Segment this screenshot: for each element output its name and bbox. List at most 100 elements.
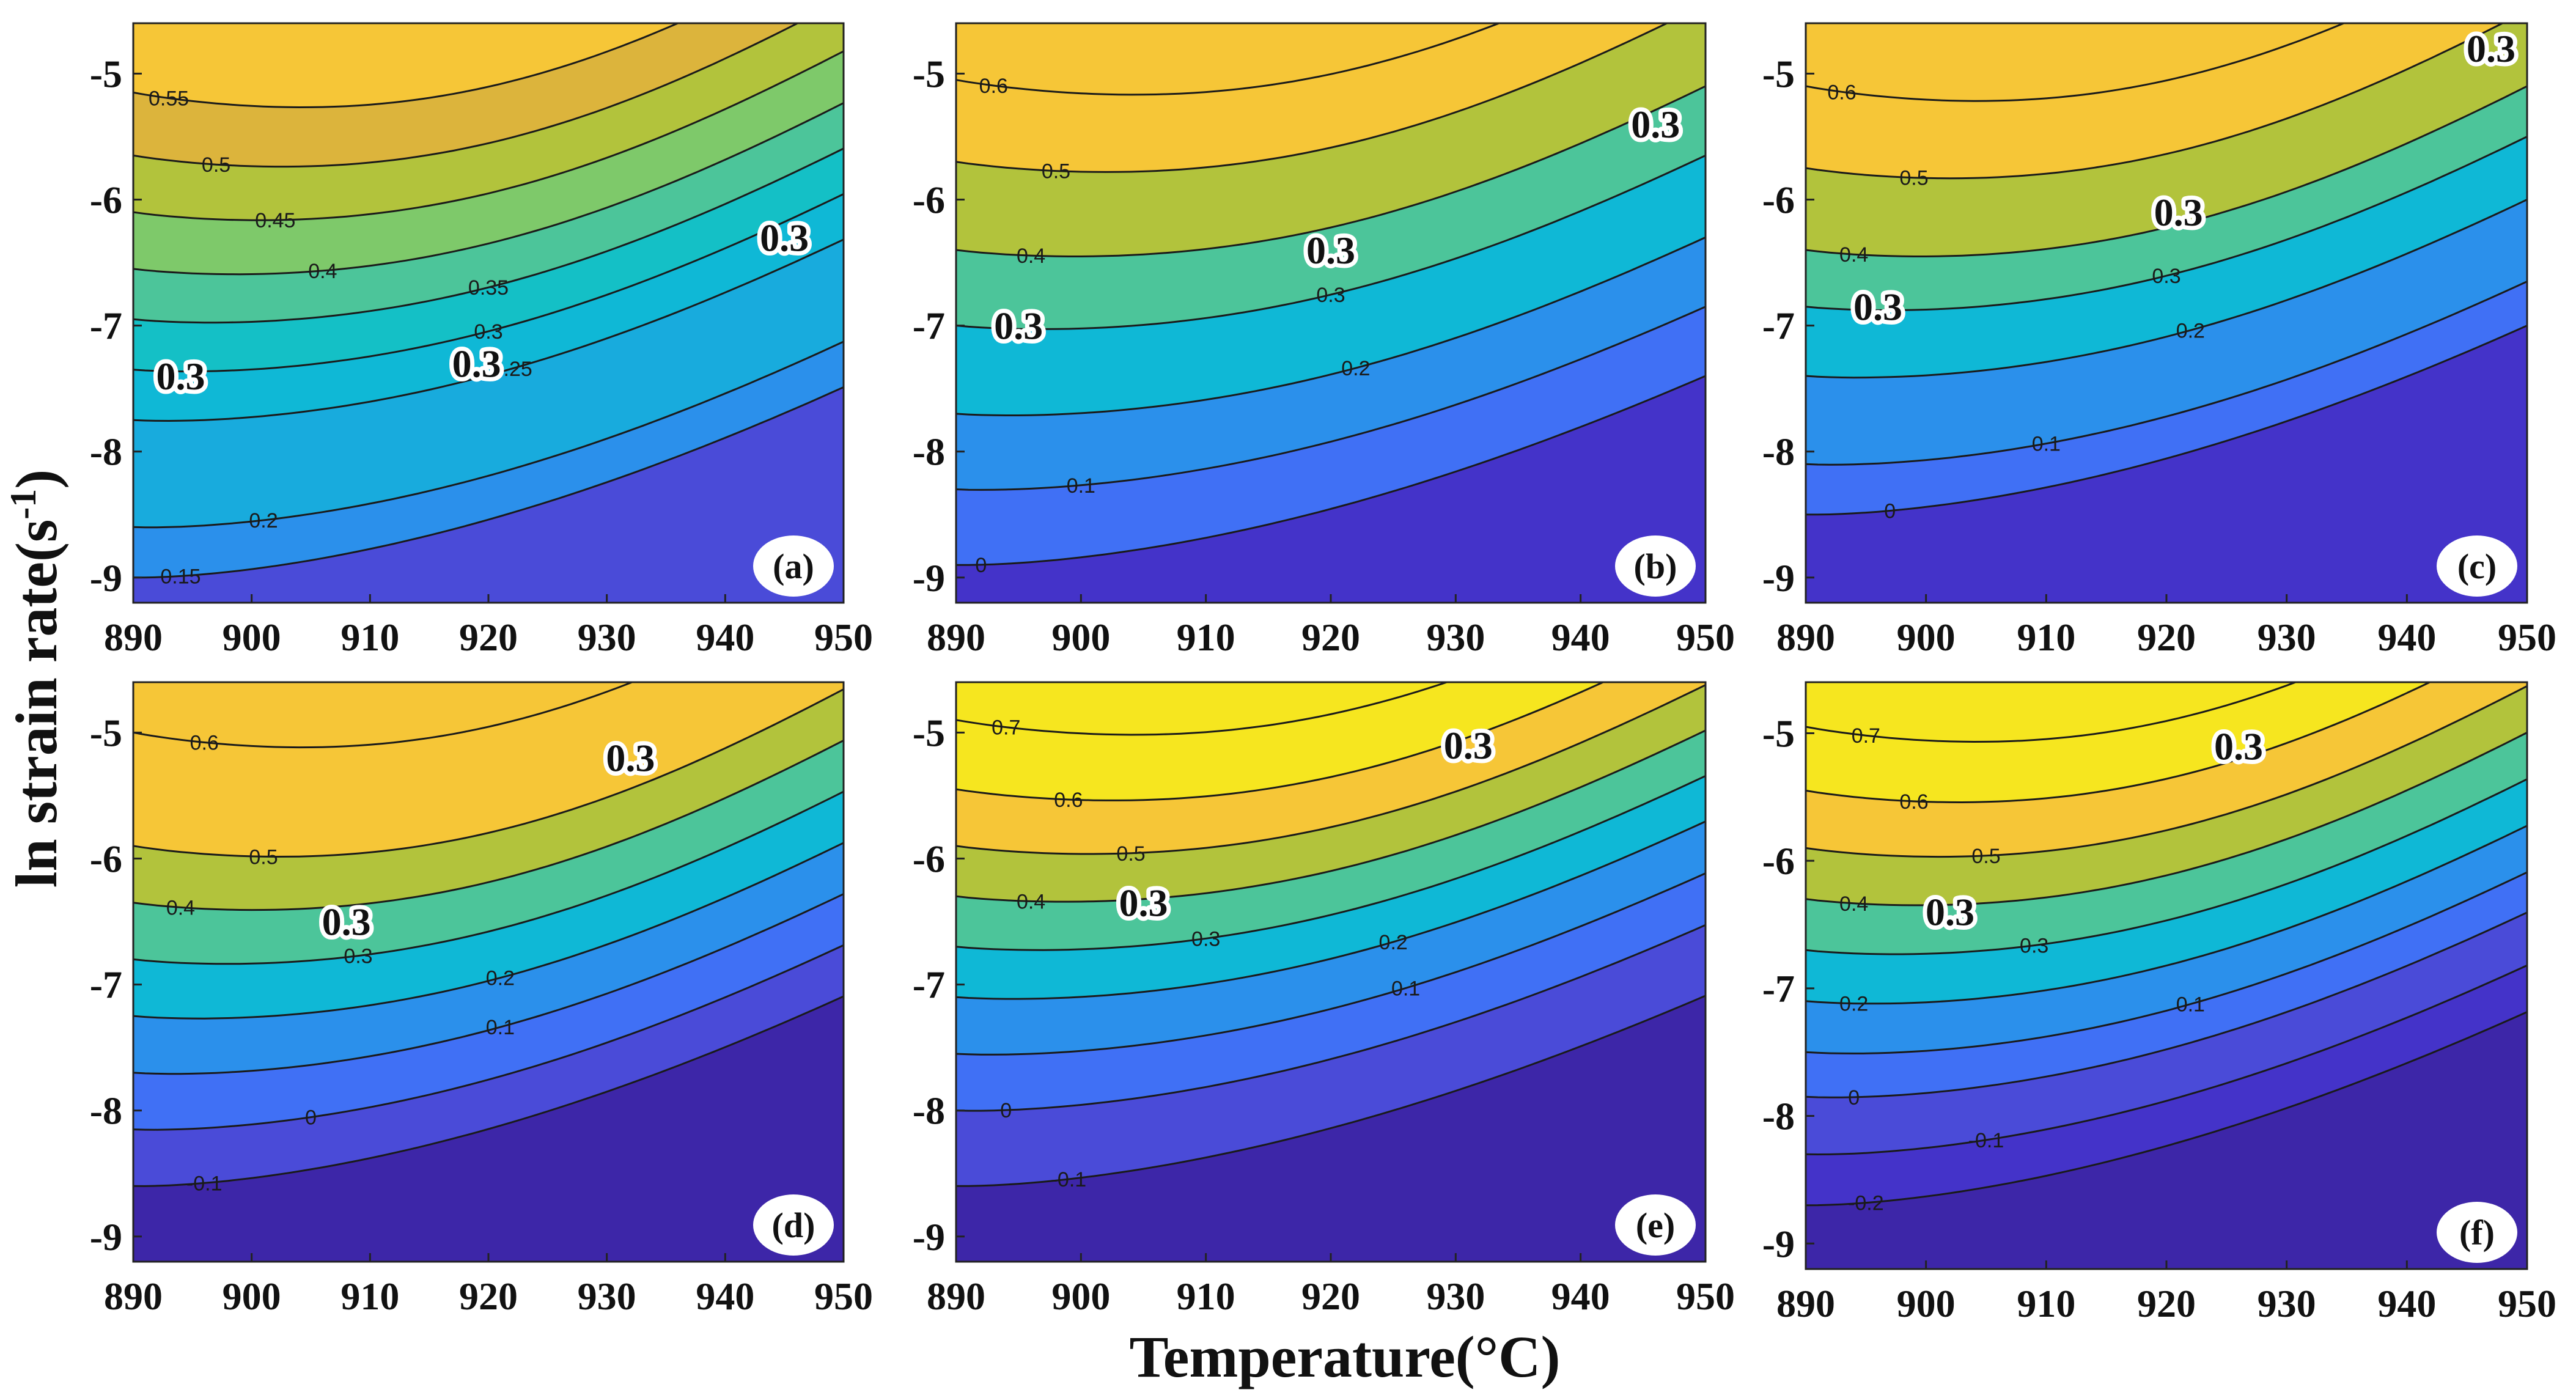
contour-line (956, 684, 1706, 855)
contour-label: 0 (305, 1106, 317, 1130)
panel-d: 0.60.50.40.30.20.10-0.10.30.3(d)890 900 91… (90, 681, 873, 1318)
contour-label: 0 (975, 554, 987, 577)
panels-group: 0.550.50.450.40.350.30.250.20.150.3 0.30.… (90, 22, 2556, 1325)
y-tick-label: -7 (1762, 304, 1795, 348)
y-tick-label: -6 (913, 178, 945, 222)
x-tick-label: 940 (1551, 1275, 1610, 1318)
contour-label-emphasis: 0.3 (452, 342, 501, 385)
contour-label: 0.3 (1191, 927, 1220, 951)
contour-line (956, 23, 1502, 96)
contour-label: 0.4 (1017, 890, 1045, 913)
y-tick-label: -7 (90, 304, 122, 348)
contour-line (133, 995, 844, 1187)
y-tick-label: -9 (913, 556, 945, 600)
contour-fill-group: 0.60.50.40.30.20.10-0.10.30.3 (133, 682, 844, 1262)
panel-c: 0.6 0.5 0.4 0.3 0.2 0.1 0 0.3 0.3 0.3 (c) 890 900 910… (1762, 22, 2556, 659)
contour-label: 0.5 (1116, 842, 1145, 866)
x-axis-title: Temperature(°C) (1130, 1324, 1561, 1389)
x-tick-label: 950 (814, 1275, 873, 1318)
contour-line (956, 995, 1706, 1187)
contour-label-emphasis: 0.3 (2467, 27, 2515, 70)
contour-label: -0.2 (1848, 1192, 1884, 1215)
contour-line (1806, 871, 2527, 1054)
contour-line (133, 688, 844, 858)
contour-label: 0.3 (1316, 284, 1345, 307)
contour-line (133, 50, 844, 221)
contour-line (956, 85, 1706, 257)
contour-label-emphasis: 0.3 (1444, 724, 1493, 767)
contour-label: 0.3 (2152, 265, 2180, 288)
x-tick-label: 930 (578, 1275, 636, 1318)
contour-fill-group: 0.7 0.6 0.5 0.4 0.3 0.2 0.1 0 -0.1 0.3 0.3 (956, 682, 1706, 1262)
y-tick-label: -8 (1762, 430, 1795, 474)
panel-a: 0.550.50.450.40.350.30.250.20.150.3 0.30.… (90, 22, 873, 659)
contour-line (956, 375, 1706, 566)
contour-label: 0 (1848, 1086, 1860, 1109)
contour-label: 0.5 (202, 153, 230, 177)
panel-label-badge (1615, 1194, 1696, 1256)
y-tick-label: -8 (1762, 1095, 1795, 1138)
x-tick-label: 950 (1676, 1275, 1735, 1318)
y-tick-label: -6 (1762, 178, 1795, 222)
contour-line (133, 23, 680, 109)
x-tick-label: 950 (814, 616, 873, 659)
x-tick-label: 900 (223, 616, 281, 659)
y-tick-label: -9 (90, 1215, 122, 1259)
contour-label: 0.4 (166, 896, 195, 919)
panel-label-badge (2437, 535, 2517, 597)
contour-label: 0.6 (1054, 789, 1083, 812)
contour-label: 0.2 (486, 967, 515, 990)
y-axis-title-close: ) (4, 469, 69, 489)
panel-label: (f) (2459, 1213, 2495, 1253)
contour-line (1806, 778, 2527, 955)
x-tick-label: 890 (104, 616, 163, 659)
y-tick-label: -9 (913, 1215, 945, 1259)
contour-line (956, 155, 1706, 330)
x-tick-label: 930 (1426, 1275, 1485, 1318)
panel-label: (d) (772, 1205, 815, 1245)
contour-line (133, 842, 844, 1020)
contour-line (1806, 1011, 2527, 1207)
contour-label: 0.2 (1341, 357, 1370, 380)
contour-line (1806, 732, 2527, 907)
x-tick-label: 890 (1776, 616, 1835, 659)
contour-line (133, 739, 844, 911)
contour-label: 0 (1884, 499, 1896, 523)
contour-label: -0.1 (186, 1172, 223, 1195)
contour-label: 0.5 (1042, 160, 1070, 183)
contour-label: 0.25 (492, 358, 532, 381)
x-tick-label: 950 (2498, 616, 2556, 659)
x-tick-label: 910 (1177, 616, 1235, 659)
contour-label: 0.6 (979, 75, 1008, 98)
contour-label: 0.3 (344, 945, 372, 968)
contour-line (956, 23, 1669, 173)
contour-line (956, 775, 1706, 951)
x-tick-label: 890 (1776, 1282, 1835, 1325)
contour-label: 0.5 (1971, 845, 2000, 868)
contour-line (133, 340, 844, 529)
x-tick-label: 900 (1051, 616, 1110, 659)
contour-label: 0.4 (1017, 245, 1045, 268)
panel-label: (c) (2457, 546, 2497, 586)
x-tick-label: 910 (1177, 1275, 1235, 1318)
contour-fill-group: 0.6 0.5 0.4 0.3 0.2 0.1 0 0.3 0.3 0.3 (1806, 23, 2527, 603)
contour-label: 0.6 (1899, 790, 1928, 814)
contour-label: 0.1 (486, 1016, 515, 1039)
contour-label: 0.7 (1852, 724, 1880, 748)
contour-line (1806, 281, 2527, 466)
contour-line (956, 682, 1606, 801)
x-tick-label: 920 (459, 1275, 518, 1318)
contour-label-emphasis: 0.3 (1926, 891, 1974, 934)
contour-label-emphasis: 0.3 (606, 737, 655, 780)
contour-label-emphasis: 0.3 (156, 355, 205, 398)
y-tick-label: -7 (913, 304, 945, 348)
x-tick-label: 920 (2137, 616, 2196, 659)
x-tick-label: 900 (1897, 1282, 1956, 1325)
y-axis-title-sup: -1 (3, 489, 43, 520)
contour-line (1806, 85, 2527, 257)
contour-band (956, 682, 1447, 735)
x-tick-label: 900 (1897, 616, 1956, 659)
contour-label-emphasis: 0.3 (1853, 285, 1902, 329)
y-tick-label: -5 (913, 711, 945, 754)
panel-label: (e) (1636, 1205, 1675, 1245)
